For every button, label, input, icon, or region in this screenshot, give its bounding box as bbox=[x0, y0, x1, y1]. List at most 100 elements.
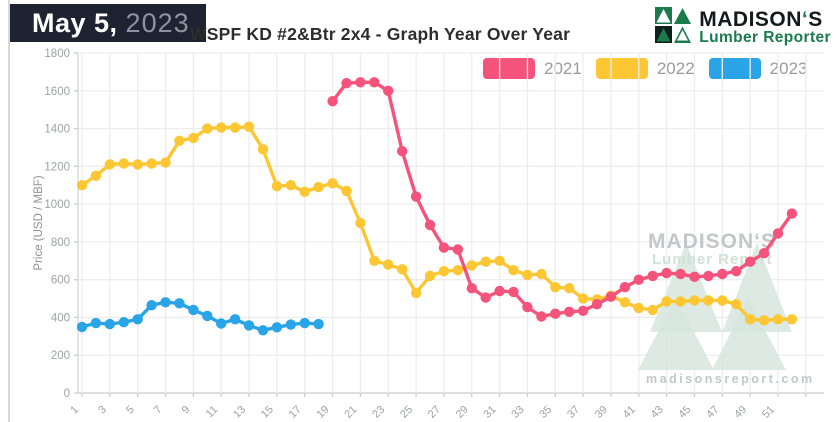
date-badge: May 5, 2023 bbox=[10, 4, 206, 42]
data-point-2022-wk19 bbox=[327, 178, 338, 189]
data-point-2023-wk14 bbox=[257, 325, 269, 336]
data-point-2022-wk7 bbox=[160, 157, 171, 168]
watermark-brand: MADISON‘S bbox=[648, 230, 776, 253]
data-point-2023-wk10 bbox=[202, 310, 213, 322]
svg-text:1600: 1600 bbox=[44, 86, 70, 98]
date-year: 2023 bbox=[125, 7, 190, 38]
svg-text:800: 800 bbox=[51, 237, 70, 249]
svg-text:200: 200 bbox=[51, 350, 70, 362]
date-label: May 5, bbox=[32, 7, 118, 38]
data-point-2022-wk20 bbox=[341, 185, 352, 197]
data-point-2023-wk18 bbox=[313, 318, 324, 330]
legend-swatch-2021[interactable] bbox=[483, 58, 535, 79]
data-point-2022-wk36 bbox=[564, 283, 575, 294]
svg-text:400: 400 bbox=[51, 312, 70, 324]
data-point-2023-wk1 bbox=[76, 321, 88, 333]
data-point-2021-wk24 bbox=[397, 146, 408, 157]
data-point-2022-wk52 bbox=[786, 314, 798, 325]
data-point-2022-wk51 bbox=[772, 314, 784, 325]
legend-item-2021[interactable]: 2021 bbox=[483, 58, 582, 79]
svg-text:13: 13 bbox=[231, 404, 248, 421]
data-point-2022-wk44 bbox=[675, 296, 686, 307]
data-point-2021-wk20 bbox=[341, 78, 352, 89]
data-point-2022-wk4 bbox=[118, 158, 129, 169]
data-point-2022-wk16 bbox=[285, 180, 296, 191]
data-point-2021-wk48 bbox=[731, 266, 742, 277]
data-point-2021-wk26 bbox=[424, 219, 436, 231]
svg-text:37: 37 bbox=[565, 404, 582, 421]
svg-text:33: 33 bbox=[509, 404, 526, 421]
data-point-2022-wk43 bbox=[661, 296, 672, 307]
data-point-2023-wk7 bbox=[160, 297, 171, 308]
data-point-2022-wk41 bbox=[633, 302, 644, 314]
svg-text:47: 47 bbox=[704, 404, 721, 421]
data-point-2023-wk5 bbox=[132, 314, 143, 325]
legend-label-2023[interactable]: 2023 bbox=[769, 58, 808, 78]
legend-swatch-2023[interactable] bbox=[708, 58, 761, 79]
data-point-2022-wk1 bbox=[76, 180, 88, 191]
data-point-2022-wk33 bbox=[522, 269, 533, 281]
data-point-2023-wk15 bbox=[271, 322, 283, 333]
data-point-2021-wk47 bbox=[717, 268, 728, 280]
data-point-2022-wk28 bbox=[452, 265, 463, 276]
data-point-2022-wk34 bbox=[536, 268, 547, 280]
data-point-2022-wk14 bbox=[257, 144, 269, 155]
data-point-2021-wk25 bbox=[410, 191, 422, 202]
data-point-2022-wk32 bbox=[508, 265, 519, 276]
data-point-2022-wk45 bbox=[689, 295, 700, 306]
data-point-2021-wk36 bbox=[564, 306, 575, 317]
data-point-2022-wk23 bbox=[383, 259, 394, 270]
legend-label-2021[interactable]: 2021 bbox=[544, 58, 582, 78]
data-point-2022-wk6 bbox=[146, 158, 157, 169]
data-point-2023-wk6 bbox=[146, 300, 157, 311]
data-point-2022-wk42 bbox=[647, 304, 658, 316]
data-point-2021-wk21 bbox=[355, 77, 366, 88]
svg-text:15: 15 bbox=[259, 404, 276, 421]
watermark-tree-icon bbox=[650, 243, 722, 332]
svg-text:5: 5 bbox=[124, 404, 137, 417]
data-point-2021-wk46 bbox=[703, 270, 714, 282]
data-point-2021-wk35 bbox=[550, 308, 561, 319]
data-point-2021-wk40 bbox=[619, 282, 631, 293]
svg-text:9: 9 bbox=[180, 404, 193, 417]
series-2021 bbox=[327, 77, 798, 322]
data-point-2021-wk27 bbox=[438, 242, 450, 253]
svg-text:1000: 1000 bbox=[44, 199, 70, 211]
data-point-2022-wk31 bbox=[494, 255, 505, 266]
data-point-2021-wk23 bbox=[383, 85, 394, 97]
data-point-2021-wk38 bbox=[591, 299, 603, 310]
leaf-apostrophe-icon: ‘ bbox=[801, 7, 809, 31]
data-point-2022-wk11 bbox=[216, 122, 227, 133]
watermark-url: madisonsreport.com bbox=[646, 372, 815, 386]
data-point-2021-wk42 bbox=[647, 270, 658, 282]
data-point-2022-wk5 bbox=[132, 159, 143, 170]
data-point-2021-wk31 bbox=[494, 285, 505, 297]
data-point-2023-wk17 bbox=[299, 317, 310, 329]
svg-text:17: 17 bbox=[287, 404, 304, 421]
data-point-2023-wk8 bbox=[174, 298, 185, 309]
data-point-2022-wk50 bbox=[758, 315, 770, 326]
svg-text:31: 31 bbox=[482, 404, 499, 421]
svg-text:1: 1 bbox=[68, 404, 81, 417]
data-point-2021-wk32 bbox=[508, 286, 519, 298]
legend-swatch-2022[interactable] bbox=[595, 58, 648, 79]
series-2022 bbox=[76, 121, 798, 326]
svg-text:51: 51 bbox=[760, 404, 777, 421]
svg-text:3: 3 bbox=[96, 404, 109, 417]
data-point-2021-wk41 bbox=[633, 274, 644, 285]
legend-item-2023[interactable]: 2023 bbox=[708, 58, 808, 79]
logo-name: MADISON‘S bbox=[699, 7, 823, 31]
data-point-2022-wk40 bbox=[619, 297, 631, 308]
data-point-2021-wk33 bbox=[522, 301, 533, 313]
data-point-2022-wk25 bbox=[410, 287, 422, 299]
svg-text:35: 35 bbox=[537, 404, 554, 421]
data-point-2021-wk30 bbox=[480, 292, 491, 303]
data-point-2021-wk37 bbox=[577, 305, 589, 316]
data-point-2021-wk44 bbox=[675, 268, 686, 280]
data-point-2022-wk21 bbox=[355, 217, 366, 229]
data-point-2021-wk19 bbox=[327, 96, 338, 107]
data-point-2023-wk11 bbox=[216, 318, 227, 329]
svg-text:11: 11 bbox=[204, 404, 221, 421]
